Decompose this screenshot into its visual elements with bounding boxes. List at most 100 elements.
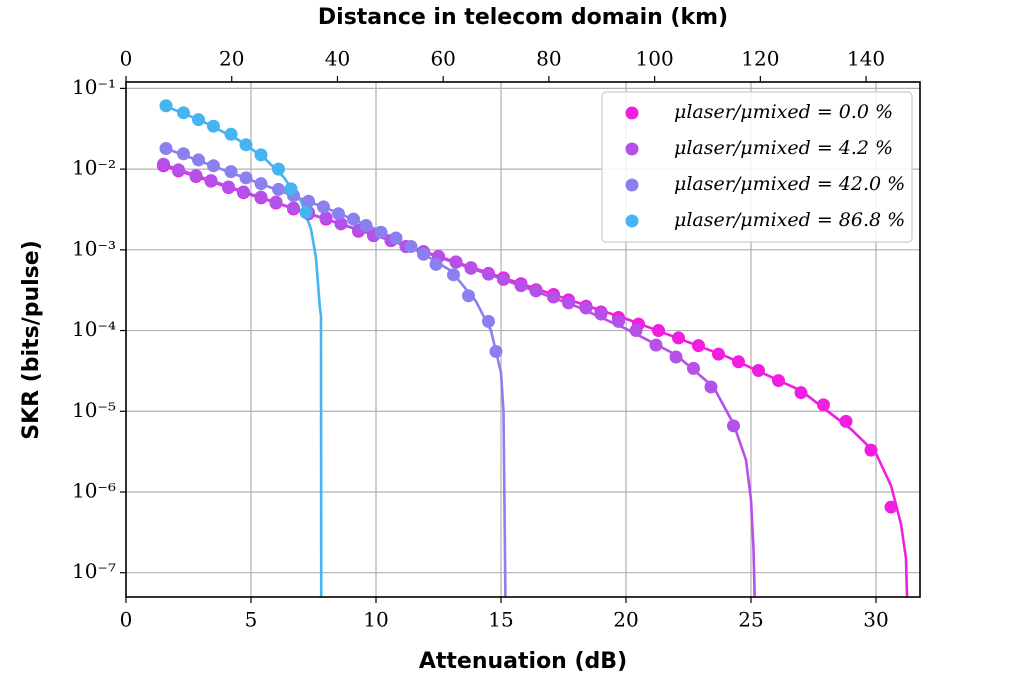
data-point: [864, 443, 878, 457]
ticks: 0 5 10 15 20 25 30 0 20 40 60 80 100 120 140 10⁻⁷ 10⁻⁶ 10…: [72, 47, 889, 632]
top-axis-label: Distance in telecom domain (km): [318, 5, 728, 30]
data-point: [449, 255, 463, 269]
data-point: [817, 398, 830, 412]
data-point: [594, 307, 608, 321]
y-tick-label: 10⁻⁴: [72, 317, 116, 341]
data-point: [704, 380, 718, 394]
x-tick-label: 5: [245, 608, 258, 632]
top-tick-label: 20: [219, 47, 244, 71]
data-point: [192, 153, 205, 167]
data-point: [347, 212, 360, 226]
data-point: [794, 386, 808, 400]
data-point: [687, 361, 700, 375]
data-point: [839, 414, 853, 428]
data-point: [287, 201, 300, 215]
data-point: [207, 159, 220, 173]
y-tick-label: 10⁻¹: [72, 75, 116, 99]
data-point: [319, 211, 333, 225]
legend-marker: [625, 142, 639, 156]
y-tick-label: 10⁻²: [72, 156, 116, 180]
top-tick-label: 100: [636, 47, 674, 71]
data-point: [732, 355, 745, 369]
data-point: [272, 182, 285, 196]
data-point: [189, 169, 203, 183]
data-point: [237, 185, 250, 199]
data-point: [222, 180, 235, 194]
data-point: [464, 261, 478, 275]
data-point: [692, 339, 705, 353]
top-tick-label: 140: [847, 47, 885, 71]
data-point: [514, 279, 528, 293]
data-point: [299, 206, 313, 220]
x-tick-label: 25: [738, 608, 763, 632]
grid: [125, 82, 920, 597]
data-point: [284, 182, 298, 196]
data-point: [727, 419, 740, 433]
data-point: [157, 157, 170, 171]
data-point: [317, 200, 330, 214]
legend-marker: [625, 214, 639, 228]
data-point: [669, 350, 683, 364]
data-point: [417, 247, 430, 261]
data-point: [482, 314, 495, 328]
data-point: [489, 345, 503, 359]
x-tick-label: 20: [613, 608, 638, 632]
y-tick-label: 10⁻³: [72, 236, 116, 260]
axes-frame: [125, 81, 921, 598]
data-point: [482, 267, 495, 281]
data-point: [374, 225, 388, 239]
data-point: [884, 500, 898, 514]
data-point: [529, 284, 543, 298]
data-point: [404, 239, 418, 253]
data-point: [207, 119, 220, 133]
data-point: [649, 338, 663, 352]
data-point: [334, 217, 348, 231]
top-tick-label: 80: [536, 47, 561, 71]
data-point: [752, 363, 765, 377]
data-point: [224, 127, 238, 141]
x-tick-label: 15: [488, 608, 513, 632]
legend-marker: [625, 178, 639, 192]
legend: μlaser/μmixed = 0.0 % μlaser/μmixed = 4.2…: [601, 91, 913, 243]
x-tick-label: 10: [363, 608, 388, 632]
legend-box: [601, 91, 913, 243]
data-point: [672, 331, 685, 345]
data-point: [254, 148, 268, 162]
plot-area: [157, 99, 909, 597]
data-point: [547, 290, 560, 304]
data-point: [224, 165, 238, 179]
x-tick-label: 30: [863, 608, 888, 632]
data-point: [462, 289, 475, 303]
data-point: [612, 314, 625, 328]
legend-label: μlaser/μmixed = 0.0 %: [674, 101, 893, 123]
data-point: [629, 324, 643, 338]
data-point: [712, 347, 725, 361]
data-point: [497, 272, 510, 286]
data-point: [359, 219, 373, 233]
data-point: [579, 301, 593, 315]
y-tick-label: 10⁻⁷: [72, 559, 116, 583]
data-point: [332, 207, 345, 221]
y-axis-label: SKR (bits/pulse): [19, 240, 44, 440]
y-tick-label: 10⁻⁶: [72, 478, 116, 502]
data-point: [177, 106, 190, 120]
legend-marker: [625, 106, 639, 120]
data-point: [172, 163, 185, 177]
data-point: [254, 177, 268, 191]
legend-label: μlaser/μmixed = 42.0 %: [674, 173, 905, 195]
data-point: [204, 174, 218, 188]
top-tick-label: 40: [325, 47, 350, 71]
data-point: [192, 113, 205, 127]
data-point: [429, 257, 443, 271]
data-point: [302, 194, 315, 208]
data-point: [772, 374, 785, 388]
data-point: [269, 195, 283, 209]
data-point: [159, 99, 173, 113]
top-tick-label: 120: [741, 47, 779, 71]
data-point: [272, 162, 285, 176]
x-tick-label: 0: [120, 608, 133, 632]
legend-label: μlaser/μmixed = 4.2 %: [674, 137, 893, 159]
legend-label: μlaser/μmixed = 86.8 %: [674, 209, 905, 231]
data-point: [239, 171, 253, 185]
